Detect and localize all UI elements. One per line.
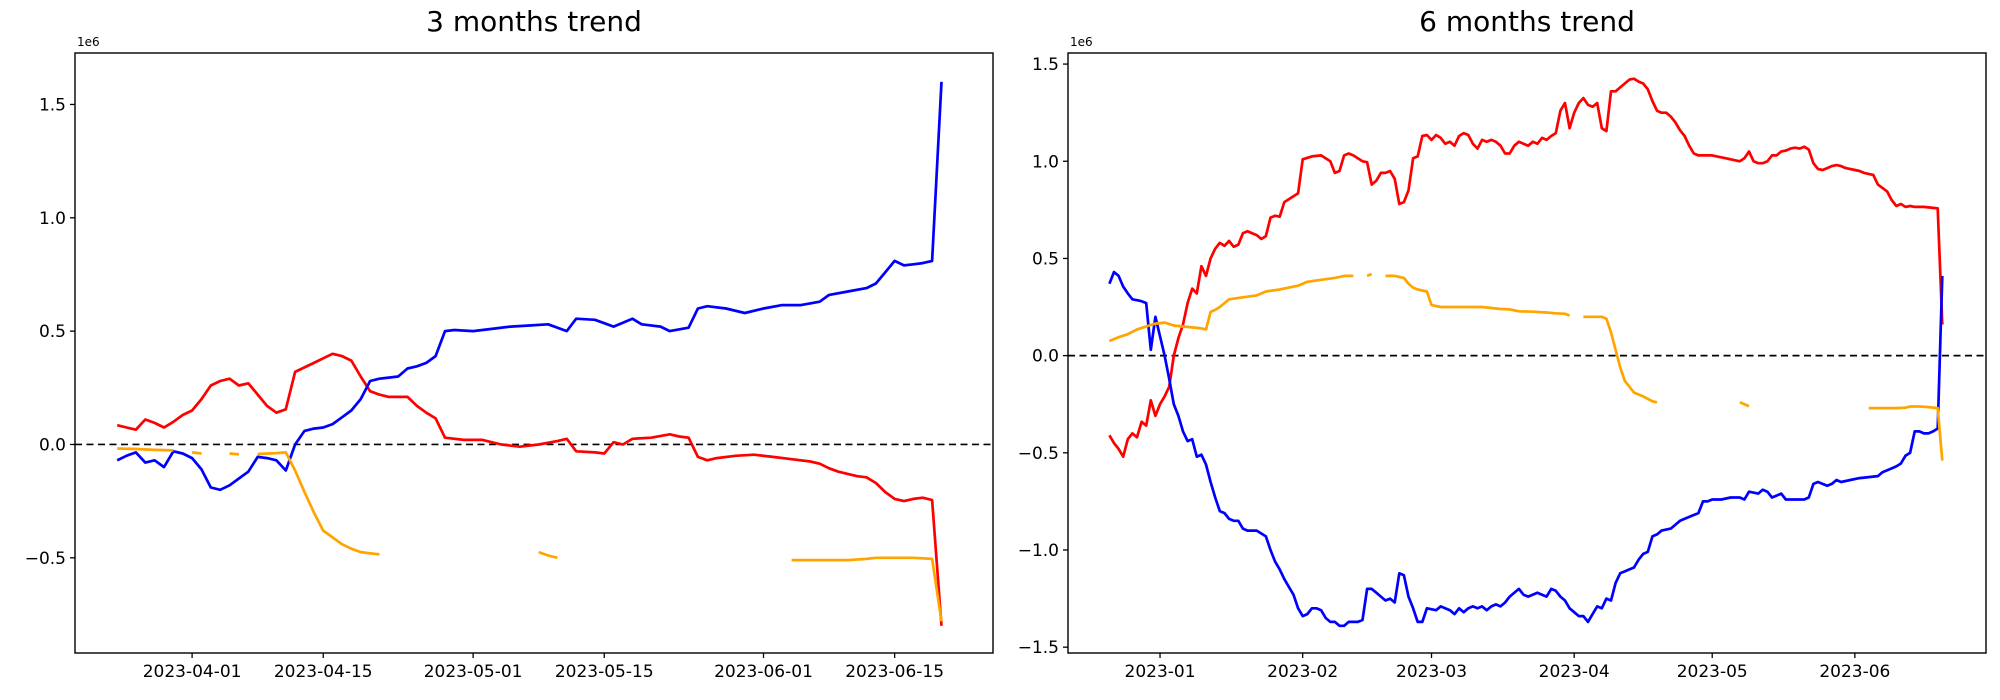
- x-axis-tick-label: 2023-04-01: [143, 662, 242, 682]
- x-axis-tick-label: 2023-02: [1267, 662, 1338, 682]
- x-axis-tick-label: 2023-01: [1125, 662, 1196, 682]
- series-line-red: [1108, 77, 1944, 459]
- y-axis-tick-label: −1.0: [1018, 541, 1059, 561]
- series-line-orange: [1108, 272, 1944, 461]
- y-axis-offset-label: 1e6: [77, 35, 100, 49]
- y-axis-tick-label: 1.5: [39, 95, 66, 115]
- y-axis-tick-label: −1.5: [1018, 638, 1059, 658]
- y-axis-offset-label: 1e6: [1070, 35, 1093, 49]
- y-axis-tick-label: 0.0: [39, 435, 66, 455]
- series-line-red: [116, 352, 943, 626]
- y-axis-tick-label: 0.5: [1032, 249, 1059, 269]
- y-axis-tick-label: 0.0: [1032, 347, 1059, 367]
- y-axis-tick-label: 0.5: [39, 322, 66, 342]
- x-axis-tick-label: 2023-05-15: [555, 662, 654, 682]
- series-line-orange: [117, 447, 943, 622]
- y-axis-tick-label: 1.0: [1032, 152, 1059, 172]
- x-axis-tick-label: 2023-04-15: [274, 662, 373, 682]
- y-axis-tick-label: −0.5: [1018, 444, 1059, 464]
- x-axis-tick-label: 2023-04: [1539, 662, 1610, 682]
- chart-title-3-months: 3 months trend: [426, 5, 642, 38]
- x-axis-tick-label: 2023-03: [1396, 662, 1467, 682]
- series-line-blue: [1108, 270, 1944, 628]
- panel-6-months-trend: 1e6 2023-01 2023-02 2023-03 2023-04 2023-05 20…: [1018, 35, 1987, 682]
- x-axis-tick-label: 2023-05-01: [424, 662, 523, 682]
- x-axis-tick-label: 2023-05: [1677, 662, 1748, 682]
- axes-frame: [74, 52, 994, 654]
- y-axis-tick-label: 1.5: [1032, 55, 1059, 75]
- x-axis-tick-label: 2023-06: [1819, 662, 1890, 682]
- x-axis-tick-label: 2023-06-01: [714, 662, 813, 682]
- panel-3-months-trend: 1e6 2023-04-01 2023-04-15 2023-05-01 2023-05…: [25, 35, 994, 682]
- x-axis-tick-label: 2023-06-15: [845, 662, 944, 682]
- series-line-blue: [116, 81, 943, 492]
- axes-frame: [1067, 52, 1987, 654]
- y-axis-tick-label: 1.0: [39, 209, 66, 229]
- y-axis-tick-label: −0.5: [25, 549, 66, 569]
- chart-title-6-months: 6 months trend: [1419, 5, 1635, 38]
